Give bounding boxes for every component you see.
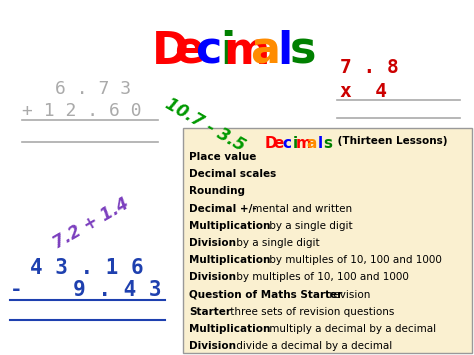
Text: multiply a decimal by a decimal: multiply a decimal by a decimal — [266, 324, 436, 334]
Text: Multiplication: Multiplication — [189, 221, 270, 231]
FancyBboxPatch shape — [183, 128, 472, 353]
Text: m: m — [296, 136, 311, 151]
Text: three sets of revision questions: three sets of revision questions — [228, 307, 395, 317]
Text: Question of Maths Starter: Question of Maths Starter — [189, 290, 342, 300]
Text: revision: revision — [327, 290, 371, 300]
Text: Division: Division — [189, 238, 236, 248]
Text: by a single digit: by a single digit — [233, 238, 319, 248]
Text: 10.7 - 3.5: 10.7 - 3.5 — [162, 95, 248, 155]
Text: + 1 2 . 6 0: + 1 2 . 6 0 — [22, 102, 142, 120]
Text: Decimal +/-: Decimal +/- — [189, 204, 256, 214]
Text: 6 . 7 3: 6 . 7 3 — [55, 80, 131, 98]
Text: Multiplication: Multiplication — [189, 255, 270, 265]
Text: Starter: Starter — [189, 307, 231, 317]
Text: divide a decimal by a decimal: divide a decimal by a decimal — [233, 341, 392, 351]
Text: l: l — [318, 136, 323, 151]
Text: D: D — [152, 30, 189, 73]
Text: Division: Division — [189, 341, 236, 351]
Text: i: i — [220, 30, 235, 73]
Text: e: e — [174, 30, 205, 73]
Text: (Thirteen Lessons): (Thirteen Lessons) — [334, 136, 448, 146]
Text: c: c — [195, 30, 222, 73]
Text: m: m — [223, 30, 270, 73]
Text: Decimal scales: Decimal scales — [189, 169, 276, 179]
Text: 7.2 + 1.4: 7.2 + 1.4 — [50, 195, 132, 253]
Text: s: s — [290, 30, 317, 73]
Text: x  4: x 4 — [340, 82, 387, 101]
Text: 7 . 8: 7 . 8 — [340, 58, 399, 77]
Text: s: s — [324, 136, 333, 151]
Text: by multiples of 10, 100 and 1000: by multiples of 10, 100 and 1000 — [266, 255, 442, 265]
Text: e: e — [274, 136, 284, 151]
Text: Multiplication: Multiplication — [189, 324, 270, 334]
Text: Rounding: Rounding — [189, 186, 245, 196]
Text: mental and written: mental and written — [249, 204, 353, 214]
Text: a: a — [250, 30, 281, 73]
Text: a: a — [307, 136, 317, 151]
Text: by multiples of 10, 100 and 1000: by multiples of 10, 100 and 1000 — [233, 272, 409, 282]
Text: l: l — [277, 30, 292, 73]
Text: c: c — [283, 136, 292, 151]
Text: Place value: Place value — [189, 152, 256, 162]
Text: Division: Division — [189, 272, 236, 282]
Text: by a single digit: by a single digit — [266, 221, 353, 231]
Text: i: i — [293, 136, 298, 151]
Text: D: D — [264, 136, 277, 151]
Text: 4 3 . 1 6: 4 3 . 1 6 — [30, 258, 144, 278]
Text: -    9 . 4 3: - 9 . 4 3 — [10, 280, 162, 300]
